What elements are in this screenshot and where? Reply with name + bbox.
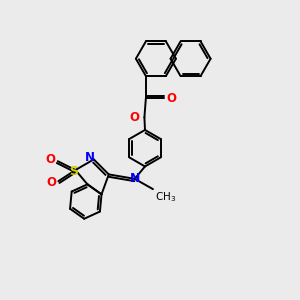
Text: O: O bbox=[46, 176, 56, 189]
Text: N: N bbox=[85, 151, 95, 164]
Text: O: O bbox=[129, 111, 139, 124]
Text: O: O bbox=[45, 153, 56, 166]
Text: N: N bbox=[130, 172, 140, 185]
Text: O: O bbox=[167, 92, 176, 105]
Text: CH$_3$: CH$_3$ bbox=[155, 190, 176, 204]
Text: S: S bbox=[69, 165, 78, 178]
